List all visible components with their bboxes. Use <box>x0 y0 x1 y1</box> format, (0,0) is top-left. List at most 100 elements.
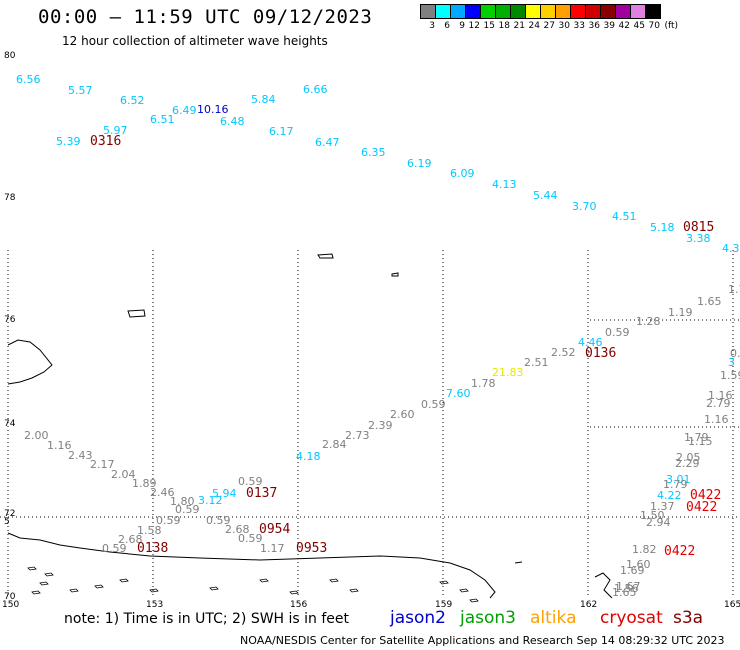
wave-height-label: 2.39 <box>368 419 393 432</box>
latitude-tick: 5 <box>4 517 10 527</box>
legend-label: 21 <box>513 21 525 31</box>
pass-time-label: 0953 <box>296 541 327 556</box>
wave-height-label: 2.68 <box>118 533 143 546</box>
wave-height-label: 3.70 <box>572 200 597 213</box>
satellite-legend-altika: altika <box>530 608 577 628</box>
latitude-tick: 72 <box>4 509 16 519</box>
wave-height-label: 0.59 <box>238 532 263 545</box>
legend-label: 33 <box>573 21 585 31</box>
wave-height-label: 6.17 <box>269 125 294 138</box>
wave-height-label: 3.38 <box>686 232 711 245</box>
wave-height-label: 1.79 <box>684 431 709 444</box>
satellite-legend-cryosat: cryosat <box>600 608 663 628</box>
legend-swatch <box>465 4 481 19</box>
pass-time-label: 0422 <box>690 488 721 503</box>
wave-height-label: 6.19 <box>407 157 432 170</box>
satellite-legend-s3a: s3a <box>673 608 704 628</box>
legend-label: 18 <box>498 21 510 31</box>
legend-swatch <box>555 4 571 19</box>
island-outline <box>39 581 49 586</box>
legend-label: 24 <box>528 21 540 31</box>
legend-label: 39 <box>603 21 615 31</box>
wave-height-label: 10.16 <box>197 103 229 116</box>
wave-height-label: 2.17 <box>90 458 115 471</box>
wave-height-label: 1.15 <box>688 435 713 448</box>
wave-height-label: 4.3 <box>722 242 740 255</box>
legend-swatch <box>600 4 616 19</box>
wave-height-label: 4.13 <box>492 178 517 191</box>
legend-swatch <box>540 4 556 19</box>
legend-label: 6 <box>444 21 450 31</box>
legend-label: 30 <box>558 21 570 31</box>
wave-height-label: 0.59 <box>421 398 446 411</box>
wave-height-label: 6.51 <box>150 113 175 126</box>
legend-swatch <box>645 4 661 19</box>
coastline-segment <box>514 561 523 564</box>
wave-height-label: 1.89 <box>132 477 157 490</box>
longitude-tick: 156 <box>290 600 308 610</box>
wave-height-label: 5.44 <box>533 189 558 202</box>
pass-time-label: 0138 <box>137 541 168 556</box>
wave-height-label: 2.79 <box>706 397 731 410</box>
legend-swatch <box>420 4 436 19</box>
coastline-segment <box>317 253 334 259</box>
page-title: 00:00 – 11:59 UTC 09/12/2023 <box>38 6 373 28</box>
wave-height-label: 3 <box>728 356 735 369</box>
island-outline <box>469 598 479 603</box>
wave-height-label: 1.67 <box>616 580 641 593</box>
wave-height-label: 2.84 <box>322 438 347 451</box>
wave-height-label: 6.49 <box>172 104 197 117</box>
wave-height-label: 6.48 <box>220 115 245 128</box>
legend-swatch <box>510 4 526 19</box>
wave-height-label: 3.12 <box>198 494 223 507</box>
wave-height-label: 5.94 <box>212 487 237 500</box>
wave-height-label: 0.59 <box>605 326 630 339</box>
legend-label: 3 <box>429 21 435 31</box>
legend-label: 45 <box>633 21 645 31</box>
wave-height-label: 0.59 <box>175 503 200 516</box>
wave-height-label: 1.69 <box>620 564 645 577</box>
wave-height-label: 2.00 <box>24 429 49 442</box>
page-subtitle: 12 hour collection of altimeter wave hei… <box>62 34 328 48</box>
island-outline <box>259 578 269 583</box>
wave-height-label: 1.28 <box>636 315 661 328</box>
wave-height-label: 1.82 <box>632 543 657 556</box>
latitude-tick: 78 <box>4 193 16 203</box>
credit-footer: NOAA/NESDIS Center for Satellite Applica… <box>240 634 725 647</box>
island-outline <box>329 578 339 583</box>
island-outline <box>31 590 41 595</box>
wave-height-label: 1.58 <box>137 524 162 537</box>
wave-height-label: 4.46 <box>578 336 603 349</box>
coastline <box>7 253 613 603</box>
island-outline <box>459 588 469 593</box>
wave-height-label: 1.16 <box>47 439 72 452</box>
wave-height-label: 21.83 <box>492 366 524 379</box>
wave-height-label: 2.29 <box>675 457 700 470</box>
wave-height-label: 5.84 <box>251 93 276 106</box>
wave-height-label: 1.78 <box>471 377 496 390</box>
pass-time-label: 0316 <box>90 134 121 149</box>
wave-height-label: 1.16 <box>704 413 729 426</box>
legend-swatch <box>480 4 496 19</box>
wave-height-label: 0. <box>730 347 740 360</box>
wave-height-label: 1.50 <box>640 509 665 522</box>
satellite-legend-jason2: jason2 <box>390 608 446 628</box>
wave-height-label: 6.56 <box>16 73 41 86</box>
wave-height-label: 7.60 <box>446 387 471 400</box>
latitude-tick: 74 <box>4 419 16 429</box>
island-outline <box>209 586 219 591</box>
wave-height-label: 3.01 <box>666 473 691 486</box>
wave-height-label: 1.19 <box>668 306 693 319</box>
legend-swatch <box>630 4 646 19</box>
legend-swatch <box>525 4 541 19</box>
wave-height-label: 6.66 <box>303 83 328 96</box>
coastline-segment <box>127 309 146 318</box>
wave-height-label: 6.52 <box>120 94 145 107</box>
latitude-tick: 80 <box>4 51 16 61</box>
legend-label: 27 <box>543 21 555 31</box>
wave-height-label: 5.39 <box>56 135 81 148</box>
wave-height-label: 6.47 <box>315 136 340 149</box>
wave-height-label: 5.97 <box>103 124 128 137</box>
wave-height-label: 6.35 <box>361 146 386 159</box>
